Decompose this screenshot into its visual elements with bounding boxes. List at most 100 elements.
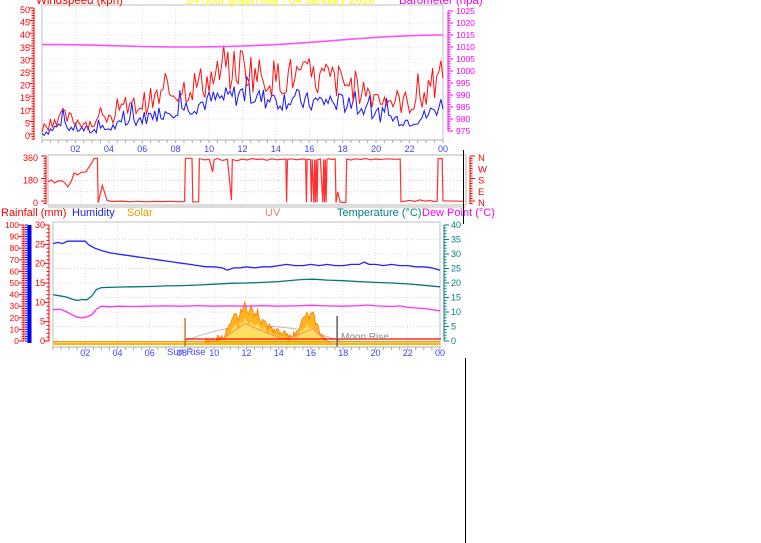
temperature-tick-label: 10	[451, 307, 461, 317]
legend-row: Rainfall (mm) Humidity Solar UV Temperat…	[0, 207, 560, 220]
rain-outer-tick-label: 100	[5, 220, 19, 230]
compass-label: E	[478, 187, 484, 198]
x-tick-label: 16	[304, 144, 314, 154]
graph-title: 24 hour graph day : 04 January 2026	[186, 0, 375, 7]
barometer-tick-label: 975	[456, 126, 470, 136]
x-tick-label: 20	[371, 144, 381, 154]
x-tick-label: 10	[204, 144, 214, 154]
rain-inner-tick-label: 10	[35, 297, 45, 307]
barometer-tick-label: 1025	[456, 6, 475, 16]
windspeed-tick-label: 20	[20, 81, 30, 91]
direction-tick-label: 360	[23, 153, 38, 163]
rain-outer-tick-label: 90	[10, 232, 20, 242]
humidity-trace	[52, 240, 441, 271]
windspeed-tick-label: 50	[20, 5, 30, 15]
compass-label: N	[478, 198, 485, 209]
barometer-trace	[42, 34, 444, 48]
x-tick-label: 06	[145, 348, 155, 358]
x-tick-label: 00	[435, 348, 445, 358]
barometer-tick-label: 1000	[456, 66, 475, 76]
legend-rainfall: Rainfall (mm)	[1, 207, 67, 219]
direction-tick-label: 180	[23, 176, 38, 186]
x-tick-label: 18	[338, 348, 348, 358]
barometer-tick-label: 990	[456, 90, 470, 100]
rain-inner-tick-label: 25	[35, 239, 45, 249]
rain-outer-tick-label: 10	[10, 324, 20, 334]
compass-label: N	[478, 153, 485, 164]
x-tick-label: 22	[403, 348, 413, 358]
dew-point-trace	[52, 304, 441, 319]
temperature-tick-label: 35	[451, 235, 461, 245]
windspeed-tick-label: 15	[20, 93, 30, 103]
barometer-tick-label: 1020	[456, 18, 475, 28]
temperature-tick-label: 0	[451, 336, 456, 346]
legend-solar: Solar	[127, 207, 153, 219]
barometer-tick-label: 1005	[456, 54, 475, 64]
x-tick-label: 06	[137, 144, 147, 154]
rain-inner-tick-label: 20	[35, 259, 45, 269]
windspeed-tick-label: 0	[25, 131, 30, 141]
temperature-tick-label: 20	[451, 278, 461, 288]
x-tick-label: 04	[112, 348, 122, 358]
window-border-artifact-bottom	[465, 358, 466, 543]
windspeed-tick-label: 35	[20, 43, 30, 53]
barometer-tick-label: 1015	[456, 30, 475, 40]
x-tick-label: 02	[80, 348, 90, 358]
windspeed-tick-label: 40	[20, 30, 30, 40]
temperature-trace	[52, 278, 441, 302]
compass-label: S	[478, 176, 484, 187]
x-tick-label: 16	[306, 348, 316, 358]
temperature-tick-label: 40	[451, 220, 461, 230]
x-tick-label: 14	[271, 144, 281, 154]
x-tick-label: 18	[338, 144, 348, 154]
wind-direction-trace	[47, 157, 465, 204]
rain-outer-tick-label: 40	[10, 290, 20, 300]
barometer-tick-label: 1010	[456, 42, 475, 52]
barometer-axis-title: Barometer (hpa)	[399, 0, 483, 7]
x-tick-label: 22	[405, 144, 415, 154]
windspeed-tick-label: 5	[25, 118, 30, 128]
compass-label: W	[478, 164, 487, 175]
windspeed-tick-label: 45	[20, 18, 30, 28]
temperature-tick-label: 15	[451, 293, 461, 303]
windspeed-tick-label: 30	[20, 55, 30, 65]
rain-outer-tick-label: 50	[10, 278, 20, 288]
legend-dew-point: Dew Point (°C)	[422, 207, 495, 219]
x-tick-label: 08	[171, 144, 181, 154]
rain-inner-tick-label: 30	[35, 220, 45, 230]
legend-humidity: Humidity	[72, 207, 115, 219]
x-tick-label: 14	[274, 348, 284, 358]
window-border-artifact-top	[463, 150, 464, 224]
rain-inner-tick-label: 5	[40, 317, 45, 327]
x-tick-label: 12	[241, 348, 251, 358]
solar-area-core	[202, 318, 333, 344]
legend-uv: UV	[265, 207, 281, 219]
barometer-tick-label: 985	[456, 102, 470, 112]
x-tick-label: 00	[438, 144, 448, 154]
rain-inner-tick-label: 0	[40, 336, 45, 346]
rain-outer-tick-label: 70	[10, 255, 20, 265]
rain-outer-tick-label: 0	[14, 336, 19, 346]
chart2-border	[47, 154, 467, 206]
direction-tick-label: 0	[33, 198, 38, 208]
rain-outer-tick-label: 30	[10, 301, 20, 311]
temperature-tick-label: 25	[451, 264, 461, 274]
barometer-tick-label: 980	[456, 114, 470, 124]
legend-temperature: Temperature (°C)	[337, 207, 422, 219]
barometer-tick-label: 995	[456, 78, 470, 88]
x-tick-label: 08	[177, 348, 187, 358]
moonrise-marker-label: Moon Rise	[341, 332, 389, 343]
rain-outer-tick-label: 80	[10, 243, 20, 253]
rain-outer-tick-label: 20	[10, 313, 20, 323]
x-tick-label: 12	[237, 144, 247, 154]
x-tick-label: 20	[370, 348, 380, 358]
sunrise-marker-label: Sun Rise	[167, 347, 206, 358]
x-tick-label: 02	[70, 144, 80, 154]
rain-outer-tick-label: 60	[10, 266, 20, 276]
windspeed-axis-title: Windspeed (kph)	[36, 0, 123, 7]
windspeed-tick-label: 25	[20, 68, 30, 78]
x-tick-label: 04	[104, 144, 114, 154]
temperature-tick-label: 5	[451, 322, 456, 332]
